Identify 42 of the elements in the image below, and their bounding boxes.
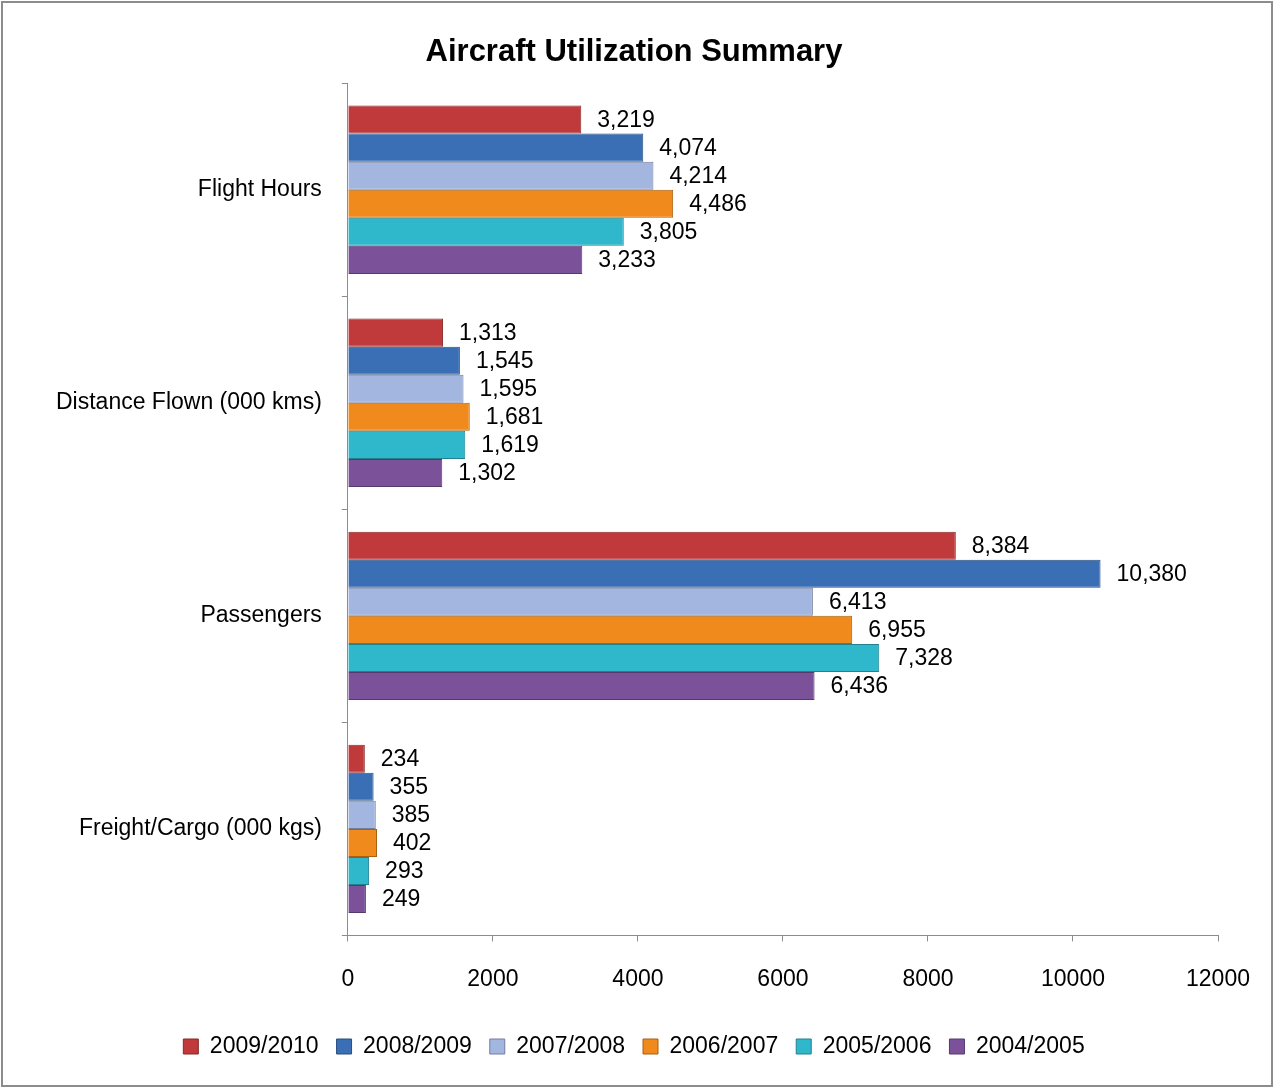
legend-label: 2009/2010 bbox=[209, 1031, 319, 1058]
data-label: 4,486 bbox=[689, 190, 747, 217]
data-label: 3,805 bbox=[639, 218, 698, 245]
data-label: 1,619 bbox=[481, 431, 539, 458]
y-tick-label: Flight Hours bbox=[197, 175, 322, 202]
x-tick-label: 2000 bbox=[467, 964, 519, 991]
data-label: 7,328 bbox=[895, 644, 953, 671]
data-label: 6,413 bbox=[828, 588, 887, 615]
data-label: 1,595 bbox=[479, 375, 538, 402]
data-label: 8,384 bbox=[971, 532, 1030, 559]
data-label: 3,219 bbox=[597, 105, 655, 132]
legend-label: 2008/2009 bbox=[363, 1031, 472, 1058]
x-tick-label: 6000 bbox=[757, 964, 809, 991]
data-label: 385 bbox=[391, 801, 431, 828]
data-label: 3,233 bbox=[598, 246, 656, 273]
data-label: 1,313 bbox=[459, 318, 517, 345]
legend-label: 2007/2008 bbox=[516, 1031, 626, 1058]
data-label: 10,380 bbox=[1116, 560, 1187, 587]
x-tick-label: 0 bbox=[341, 964, 355, 991]
legend-label: 2005/2006 bbox=[822, 1031, 932, 1058]
data-label: 355 bbox=[389, 773, 428, 800]
data-label: 234 bbox=[380, 745, 420, 772]
data-label: 293 bbox=[385, 857, 424, 884]
x-tick-label: 8000 bbox=[902, 964, 954, 991]
y-tick-label: Distance Flown (000 kms) bbox=[56, 388, 322, 415]
legend-label: 2006/2007 bbox=[669, 1031, 779, 1058]
data-label: 402 bbox=[393, 829, 432, 856]
data-label: 6,436 bbox=[830, 672, 889, 699]
data-label: 1,681 bbox=[485, 403, 544, 430]
data-label: 249 bbox=[381, 885, 421, 912]
data-label: 6,955 bbox=[868, 616, 926, 643]
data-label: 4,214 bbox=[669, 162, 728, 189]
data-label: 4,074 bbox=[659, 133, 718, 160]
y-tick-label: Freight/Cargo (000 kgs) bbox=[78, 814, 322, 841]
data-label: 1,302 bbox=[458, 459, 516, 486]
x-tick-label: 12000 bbox=[1186, 964, 1251, 991]
x-tick-label: 10000 bbox=[1041, 964, 1105, 991]
y-tick-label: Passengers bbox=[200, 601, 322, 628]
x-tick-label: 4000 bbox=[612, 964, 664, 991]
legend-label: 2004/2005 bbox=[975, 1031, 1085, 1058]
data-label: 1,545 bbox=[475, 347, 534, 374]
chart-title: Aircraft Utilization Summary bbox=[425, 33, 844, 69]
